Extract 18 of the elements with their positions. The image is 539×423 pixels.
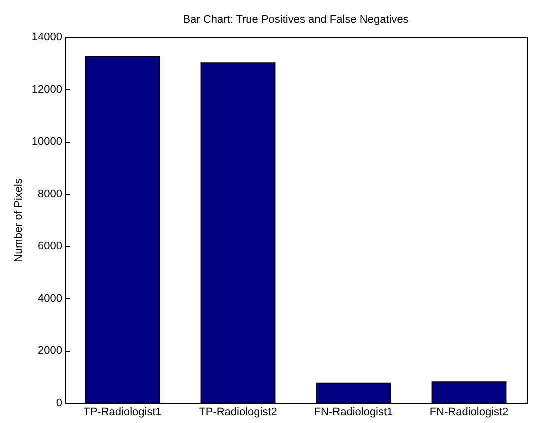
bar: [85, 56, 160, 404]
y-axis-title: Number of Pixels: [12, 178, 25, 262]
y-tick-label: 0: [56, 398, 62, 410]
y-tick-label: 8000: [38, 188, 62, 200]
x-tick-label: FN-Radiologist2: [430, 406, 509, 418]
x-tick-label: FN-Radiologist1: [314, 406, 394, 418]
y-tick-label: 10000: [32, 136, 62, 148]
bar: [432, 382, 507, 404]
y-tick-label: 12000: [32, 84, 62, 96]
chart-title: Bar Chart: True Positives and False Negatives: [183, 14, 410, 26]
x-tick-label: TP-Radiologist1: [84, 406, 162, 418]
y-tick-label: 4000: [38, 292, 62, 305]
y-tick-label: 6000: [38, 240, 62, 253]
y-tick-label: 14000: [32, 32, 62, 44]
x-tick-label: TP-Radiologist2: [199, 406, 278, 418]
y-tick-label: 2000: [38, 345, 62, 358]
bar: [316, 382, 392, 404]
bar: [200, 62, 276, 404]
